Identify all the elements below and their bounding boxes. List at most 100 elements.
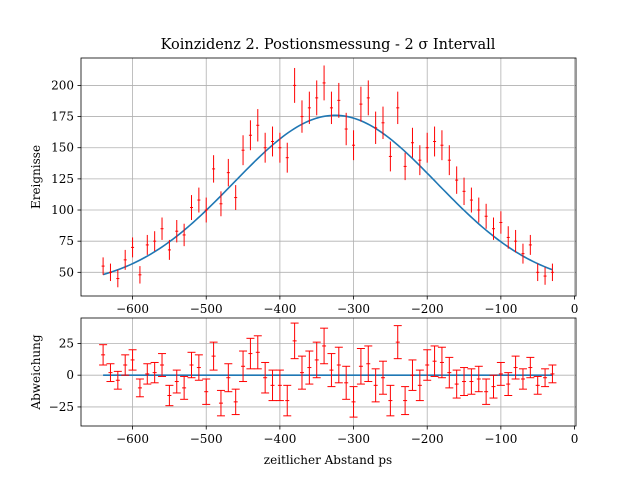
main-y-axis-label: Ereignisse	[29, 145, 43, 209]
residual-y-axis: −25 0 25	[49, 336, 81, 414]
data-point	[482, 378, 491, 405]
data-point	[194, 354, 203, 381]
data-point	[337, 82, 341, 118]
data-point	[180, 375, 189, 400]
data-point	[108, 263, 112, 282]
x-tick-label: 0	[571, 302, 579, 316]
data-point	[113, 370, 122, 390]
y-tick-label: 100	[51, 203, 74, 217]
data-point	[541, 368, 550, 388]
data-point	[327, 353, 336, 388]
data-point	[182, 223, 186, 247]
data-point	[234, 185, 238, 211]
data-point	[467, 368, 476, 395]
data-point	[283, 384, 292, 417]
data-point	[150, 361, 159, 384]
data-point	[371, 368, 380, 403]
data-point	[533, 375, 542, 395]
data-point	[99, 344, 108, 366]
data-point	[506, 226, 510, 249]
data-point	[212, 155, 216, 183]
main-fit-series	[102, 114, 553, 276]
y-tick-label: −25	[49, 400, 74, 414]
data-point	[452, 369, 461, 399]
data-point	[135, 378, 144, 398]
data-point	[521, 243, 525, 264]
data-point	[239, 350, 248, 383]
data-point	[514, 229, 518, 253]
data-point	[499, 211, 503, 234]
data-point	[511, 355, 520, 380]
data-point	[437, 346, 446, 379]
x-tick-label: 0	[571, 432, 579, 446]
data-point	[364, 345, 373, 383]
data-point	[356, 347, 365, 385]
data-point	[477, 197, 481, 223]
data-point	[131, 237, 135, 258]
residual-plot-frame	[80, 317, 577, 427]
data-point	[297, 355, 306, 390]
data-point	[261, 361, 270, 394]
data-point	[393, 325, 402, 360]
data-point	[307, 91, 311, 125]
data-point	[410, 127, 414, 158]
x-tick-label: −400	[263, 302, 296, 316]
data-point	[418, 145, 422, 176]
data-point	[204, 197, 208, 223]
data-point	[379, 360, 388, 395]
data-point	[496, 361, 505, 386]
data-point	[484, 203, 488, 229]
data-point	[300, 100, 304, 133]
data-point	[455, 166, 459, 194]
x-tick-label: −600	[116, 432, 149, 446]
data-point	[408, 359, 417, 391]
data-point	[145, 234, 149, 255]
main-grid	[81, 58, 576, 296]
data-point	[246, 337, 255, 370]
x-tick-label: −200	[411, 432, 444, 446]
data-point	[440, 130, 444, 161]
y-tick-label: 175	[51, 110, 74, 124]
data-point	[123, 249, 127, 270]
gaussian-fit-line	[102, 114, 553, 276]
data-point	[312, 341, 321, 379]
data-point	[528, 234, 532, 255]
y-tick-label: 200	[51, 78, 74, 92]
x-tick-label: −500	[190, 432, 223, 446]
data-point	[388, 141, 392, 172]
x-tick-label: −300	[337, 302, 370, 316]
data-point	[492, 217, 495, 240]
x-tick-label: −200	[411, 302, 444, 316]
data-point	[293, 67, 297, 103]
x-tick-label: −400	[263, 432, 296, 446]
chart-title: Koinzidenz 2. Postionsmessung - 2 σ Inte…	[161, 37, 496, 53]
data-point	[415, 369, 424, 402]
data-point	[224, 363, 233, 393]
data-point	[128, 349, 137, 371]
data-point	[116, 269, 120, 288]
data-point	[543, 267, 547, 285]
data-point	[550, 263, 554, 282]
data-point	[504, 372, 513, 397]
data-point	[518, 368, 527, 390]
data-point	[275, 369, 284, 402]
x-axis-label: zeitlicher Abstand ps	[264, 453, 392, 467]
y-tick-label: 50	[59, 265, 74, 279]
main-x-axis: −600 −500 −400 −300 −200 −100 0	[116, 296, 578, 316]
data-point	[396, 91, 400, 125]
data-point	[278, 132, 282, 163]
data-point	[366, 80, 370, 116]
data-point	[263, 132, 267, 163]
main-data-series	[101, 65, 554, 288]
main-y-axis: 50 75 100 125 150 175 200	[51, 78, 81, 279]
data-point	[334, 346, 343, 384]
data-point	[121, 354, 130, 376]
data-point	[322, 65, 326, 101]
data-point	[231, 388, 240, 416]
data-point	[460, 367, 469, 397]
data-point	[381, 106, 385, 139]
data-point	[359, 86, 363, 122]
main-plot-frame	[80, 57, 577, 297]
data-point	[285, 142, 289, 173]
